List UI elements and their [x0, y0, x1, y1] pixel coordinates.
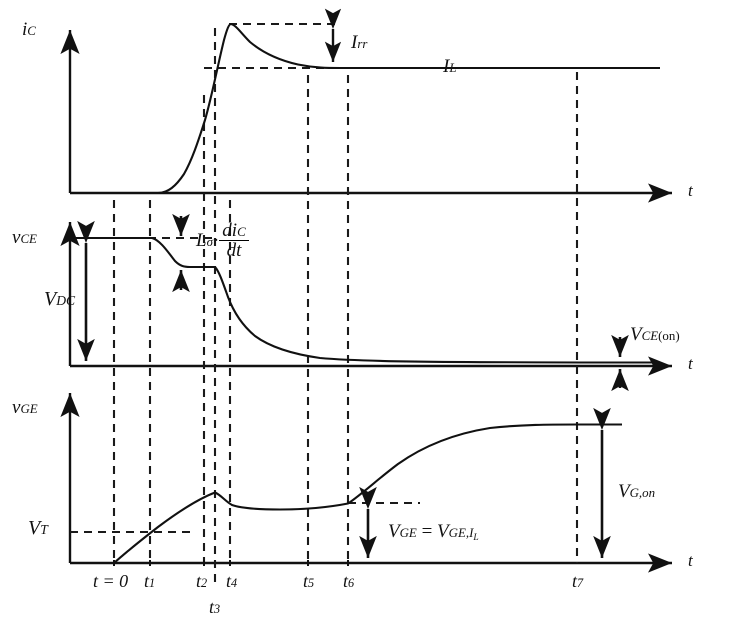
level-lines: [70, 22, 420, 534]
axis-vce: [60, 222, 672, 376]
axis-ticks: [113, 560, 349, 566]
label-vge-equals: VGE = VGE,IL: [388, 521, 479, 543]
time-label-t5: t5: [303, 571, 315, 591]
time-label-t3: t3: [209, 597, 221, 617]
label-lsigma-dic-dt: Lσ· diC dt: [196, 221, 249, 261]
time-marker-lines: [112, 28, 579, 582]
time-label-t4: t4: [226, 571, 238, 591]
time-label-t2: t2: [196, 571, 208, 591]
time-label-t1: t1: [144, 571, 156, 591]
waveform-ic: [70, 22, 660, 195]
label-il: IL: [443, 56, 457, 77]
axis-label-t-vce: t: [688, 354, 693, 373]
time-label-t0: t = 0: [93, 571, 129, 591]
axis-label-vge: vGE: [12, 397, 38, 418]
axis-vge: [60, 393, 672, 573]
time-label-t7: t7: [572, 571, 584, 591]
time-label-t6: t6: [343, 571, 355, 591]
axis-label-t-ic: t: [688, 181, 693, 200]
label-vg-on: VG,on: [618, 481, 656, 502]
axis-label-vce: vCE: [12, 227, 37, 248]
axis-label-t-vge: t: [688, 551, 693, 570]
axis-label-ic: iC: [22, 19, 36, 40]
label-irr: Irr: [351, 32, 368, 53]
label-vce-on: VCE(on): [630, 324, 680, 345]
waveform-vce: [70, 236, 661, 364]
waveform-vge: [70, 423, 622, 565]
label-vt: VT: [28, 517, 48, 539]
axis-ic: [60, 30, 672, 203]
label-vdc: VDC: [44, 288, 76, 310]
